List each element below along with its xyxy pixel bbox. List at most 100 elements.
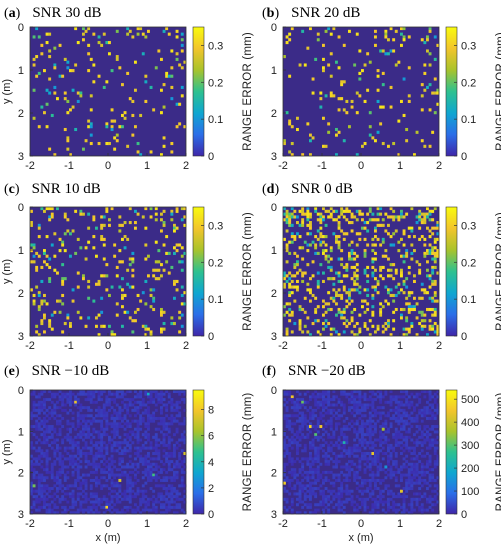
heatmap-cell <box>298 492 302 496</box>
heatmap-cell <box>69 495 72 499</box>
heatmap-cell <box>160 478 163 482</box>
heatmap-cell <box>327 392 331 396</box>
heatmap-cell <box>428 63 432 67</box>
heatmap-cell <box>118 460 122 464</box>
heatmap-cell <box>407 468 411 472</box>
heatmap-cell <box>141 508 145 512</box>
heatmap-cell <box>105 80 109 84</box>
heatmap-cell <box>348 460 351 464</box>
heatmap-cell <box>428 307 432 312</box>
heatmap-cell <box>316 430 320 434</box>
heatmap-cell <box>431 476 435 480</box>
heatmap-cell <box>374 226 377 230</box>
heatmap-cell <box>43 484 46 488</box>
heatmap-cell <box>363 441 367 445</box>
heatmap-cell <box>131 419 135 423</box>
heatmap-cell <box>410 457 414 461</box>
heatmap-cell <box>428 251 432 255</box>
heatmap-cell <box>358 411 362 415</box>
heatmap-cell <box>37 254 41 258</box>
heatmap-cell <box>61 505 65 509</box>
heatmap-cell <box>183 438 187 442</box>
heatmap-cell <box>314 481 318 485</box>
heatmap-cell <box>147 438 150 442</box>
heatmap-cell <box>32 260 36 264</box>
heatmap-cell <box>431 232 435 236</box>
y-tick-label: 2 <box>18 108 24 120</box>
heatmap-cell <box>74 27 78 31</box>
heatmap-cell <box>108 487 111 491</box>
heatmap-cell <box>423 481 427 485</box>
heatmap-cell <box>37 449 41 453</box>
heatmap-cell <box>413 446 416 450</box>
heatmap-cell <box>394 398 398 402</box>
heatmap-cell <box>131 319 135 323</box>
heatmap-cell <box>183 452 187 455</box>
heatmap-cell <box>428 319 432 323</box>
heatmap-cell <box>327 265 331 269</box>
heatmap-cell <box>180 438 184 442</box>
heatmap-cell <box>426 226 429 230</box>
heatmap-cell <box>74 403 78 407</box>
heatmap-cell <box>394 63 398 67</box>
heatmap-cell <box>48 411 52 415</box>
heatmap-cell <box>405 441 409 445</box>
heatmap-cell <box>309 277 312 281</box>
heatmap-cell <box>426 400 429 404</box>
colorbar-tick-label: 2 <box>208 483 214 495</box>
heatmap-cell <box>368 422 372 426</box>
heatmap-cell <box>413 465 416 469</box>
heatmap-cell <box>76 478 80 482</box>
heatmap-cell <box>361 226 364 230</box>
heatmap-cell <box>285 249 289 253</box>
heatmap-cell <box>353 508 357 512</box>
heatmap-cell <box>311 443 315 447</box>
heatmap-cell <box>306 215 310 219</box>
heatmap-cell <box>45 441 49 445</box>
heatmap-cell <box>121 511 124 515</box>
heatmap-cell <box>105 398 109 402</box>
heatmap-cell <box>134 221 137 225</box>
heatmap-cell <box>420 454 424 458</box>
heatmap-cell <box>327 478 331 482</box>
heatmap-cell <box>389 443 393 447</box>
heatmap-cell <box>342 454 346 458</box>
heatmap-cell <box>381 83 385 87</box>
heatmap-cell <box>183 422 187 426</box>
heatmap-cell <box>436 446 440 450</box>
heatmap-cell <box>123 406 127 410</box>
heatmap-cell <box>413 470 416 474</box>
heatmap-cell <box>413 462 416 466</box>
heatmap-cell <box>290 330 294 334</box>
heatmap-cell <box>418 400 422 404</box>
heatmap-cell <box>327 277 331 281</box>
heatmap-cell <box>371 489 375 493</box>
heatmap-cell <box>381 446 385 450</box>
heatmap-cell <box>392 433 396 437</box>
heatmap-cell <box>102 468 106 472</box>
heatmap-cell <box>371 136 375 140</box>
heatmap-cell <box>374 139 377 143</box>
heatmap-cell <box>152 500 156 504</box>
heatmap-cell <box>61 400 65 404</box>
heatmap-cell <box>361 500 364 504</box>
heatmap-cell <box>306 489 310 493</box>
heatmap-cell <box>50 395 54 399</box>
heatmap-cell <box>402 395 406 399</box>
heatmap-cell <box>340 500 344 504</box>
heatmap-cell <box>173 321 176 326</box>
heatmap-cell <box>342 500 346 504</box>
heatmap-cell <box>337 473 341 477</box>
heatmap-cell <box>316 229 320 233</box>
panel-title: (b) SNR 20 dB <box>262 5 360 21</box>
heatmap-cell <box>144 508 148 512</box>
heatmap-cell <box>173 511 176 515</box>
heatmap-cell <box>144 425 148 429</box>
heatmap-cell <box>335 271 338 275</box>
heatmap-cell <box>363 99 367 104</box>
heatmap-cell <box>84 324 88 328</box>
heatmap-cell <box>100 487 104 491</box>
heatmap-cell <box>301 153 305 157</box>
heatmap-cell <box>37 481 41 485</box>
heatmap-cell <box>283 489 286 493</box>
